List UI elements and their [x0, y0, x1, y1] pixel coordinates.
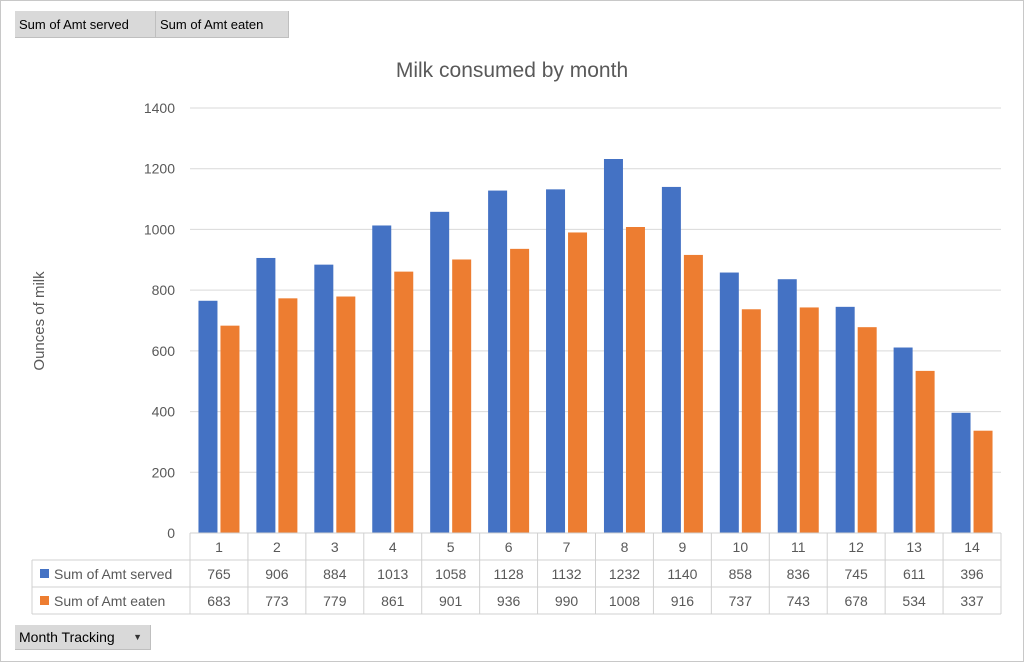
- data-table-value: 901: [439, 593, 463, 609]
- data-table-value: 916: [671, 593, 695, 609]
- x-tick-label: 5: [447, 539, 455, 555]
- bar-eaten: [857, 327, 877, 533]
- bar-served: [372, 225, 392, 533]
- y-axis-label: Ounces of milk: [31, 271, 48, 371]
- x-tick-label: 10: [733, 539, 749, 555]
- bar-served: [198, 300, 218, 533]
- data-table-value: 884: [323, 566, 347, 582]
- bar-eaten: [915, 370, 935, 533]
- legend-label: Sum of Amt served: [54, 566, 172, 582]
- x-tick-label: 9: [678, 539, 686, 555]
- bar-served: [546, 189, 566, 533]
- y-tick-label: 1400: [144, 100, 175, 116]
- data-table-value: 1013: [377, 566, 408, 582]
- bar-served: [314, 264, 334, 533]
- data-table-value: 861: [381, 593, 405, 609]
- chart-title: Milk consumed by month: [396, 59, 628, 82]
- bar-served: [256, 257, 276, 533]
- bar-eaten: [510, 248, 530, 533]
- bar-eaten: [336, 296, 356, 533]
- bar-served: [893, 347, 913, 533]
- bar-eaten: [799, 307, 819, 533]
- bar-eaten: [741, 309, 761, 533]
- bar-eaten: [683, 254, 703, 533]
- data-table-value: 743: [787, 593, 811, 609]
- data-table-value: 765: [207, 566, 231, 582]
- bar-eaten: [394, 271, 414, 533]
- data-table-value: 396: [960, 566, 984, 582]
- y-tick-label: 800: [152, 282, 176, 298]
- x-tick-label: 4: [389, 539, 397, 555]
- x-tick-label: 8: [621, 539, 629, 555]
- y-tick-label: 1000: [144, 221, 175, 237]
- bar-served: [719, 272, 739, 533]
- data-table-value: 1132: [551, 566, 581, 582]
- data-table-value: 1140: [667, 566, 697, 582]
- data-table-value: 773: [265, 593, 289, 609]
- x-tick-label: 11: [791, 539, 806, 555]
- data-table-value: 836: [787, 566, 811, 582]
- month-tracking-label: Month Tracking: [19, 629, 115, 645]
- x-tick-label: 14: [964, 539, 980, 555]
- bar-eaten: [625, 227, 645, 533]
- bar-eaten: [278, 298, 298, 533]
- data-table-value: 678: [844, 593, 868, 609]
- y-tick-label: 200: [152, 464, 176, 480]
- data-table-value: 1232: [609, 566, 640, 582]
- y-tick-label: 0: [167, 525, 175, 541]
- bar-served: [603, 159, 623, 533]
- data-table-value: 858: [729, 566, 753, 582]
- x-tick-label: 13: [906, 539, 922, 555]
- bar-served: [488, 190, 508, 534]
- x-tick-label: 3: [331, 539, 339, 555]
- x-tick-label: 6: [505, 539, 513, 555]
- data-table-value: 611: [903, 566, 926, 582]
- bar-eaten: [568, 232, 588, 533]
- legend-label: Sum of Amt eaten: [54, 593, 165, 609]
- bar-eaten: [452, 259, 472, 533]
- data-table-value: 906: [265, 566, 289, 582]
- bar-eaten: [220, 325, 240, 533]
- data-table-value: 1058: [435, 566, 466, 582]
- y-tick-label: 600: [152, 343, 176, 359]
- bar-served: [430, 211, 450, 534]
- bar-served: [835, 306, 855, 533]
- month-tracking-button[interactable]: Month Tracking ▼: [15, 625, 151, 650]
- data-table-value: 683: [207, 593, 231, 609]
- y-tick-label: 1200: [144, 161, 175, 177]
- data-table-value: 1128: [494, 566, 524, 582]
- legend-key: [40, 596, 49, 605]
- data-table-value: 1008: [609, 593, 640, 609]
- x-tick-label: 7: [563, 539, 571, 555]
- data-table-value: 534: [902, 593, 926, 609]
- bar-served: [661, 186, 681, 533]
- data-table-value: 745: [844, 566, 868, 582]
- dropdown-arrow-icon: ▼: [133, 632, 142, 642]
- field-button-amt-eaten[interactable]: Sum of Amt eaten: [156, 11, 289, 38]
- data-table-value: 936: [497, 593, 521, 609]
- bar-served: [777, 279, 797, 533]
- bar-eaten: [973, 430, 993, 533]
- legend-key: [40, 569, 49, 578]
- data-table-value: 990: [555, 593, 579, 609]
- field-button-amt-served[interactable]: Sum of Amt served: [15, 11, 156, 38]
- data-table-value: 337: [960, 593, 984, 609]
- y-tick-label: 400: [152, 404, 176, 420]
- data-table-value: 779: [323, 593, 347, 609]
- data-table-value: 737: [729, 593, 753, 609]
- x-tick-label: 12: [848, 539, 864, 555]
- x-tick-label: 1: [215, 539, 223, 555]
- x-tick-label: 2: [273, 539, 281, 555]
- bar-served: [951, 412, 971, 533]
